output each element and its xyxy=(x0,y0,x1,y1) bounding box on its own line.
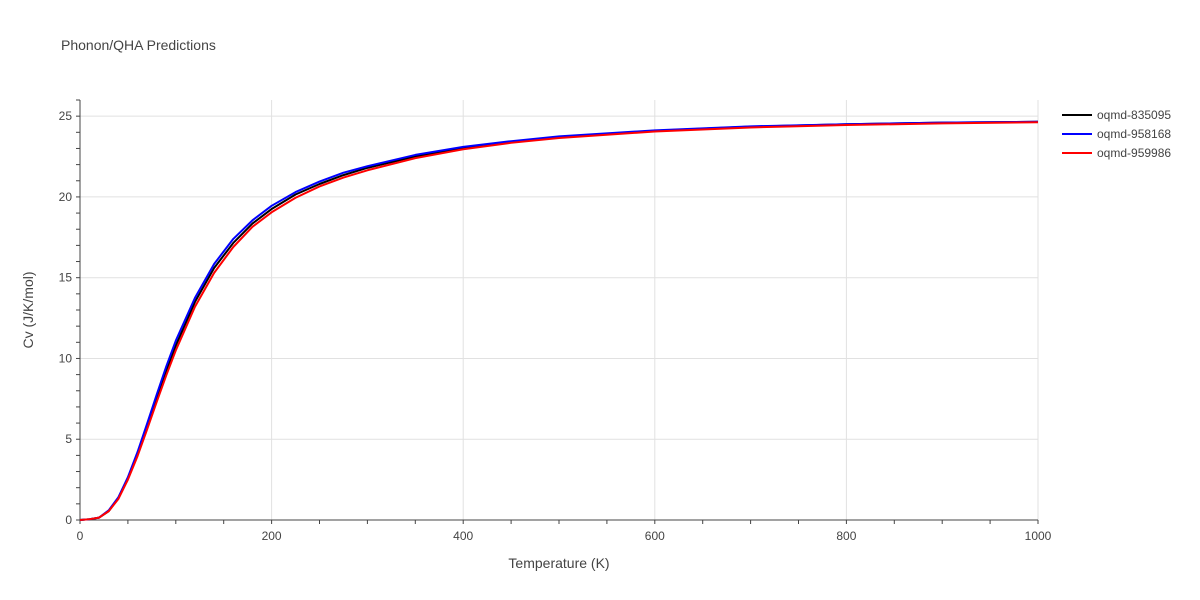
series-line-oqmd-958168 xyxy=(79,120,1039,521)
y-tick-label: 20 xyxy=(59,190,73,204)
legend-item-oqmd-835095[interactable]: oqmd-835095 xyxy=(1062,108,1171,122)
x-tick-label: 0 xyxy=(77,529,84,543)
legend-label: oqmd-959986 xyxy=(1097,146,1171,160)
y-axis-title: Cv (J/K/mol) xyxy=(20,272,36,349)
legend-item-oqmd-959986[interactable]: oqmd-959986 xyxy=(1062,146,1171,160)
series-line-oqmd-835095 xyxy=(79,120,1039,521)
x-tick-label: 1000 xyxy=(1025,529,1052,543)
grid xyxy=(80,100,1039,520)
legend-label: oqmd-835095 xyxy=(1097,108,1171,122)
x-tick-label: 800 xyxy=(836,529,856,543)
y-tick-label: 25 xyxy=(59,109,73,123)
axes: 0 200 400 600 800 1000 0 5 10 15 20 25 xyxy=(59,99,1052,543)
legend[interactable]: oqmd-835095 oqmd-958168 oqmd-959986 xyxy=(1062,108,1171,160)
y-tick-label: 0 xyxy=(65,513,72,527)
x-axis-title: Temperature (K) xyxy=(508,555,609,571)
y-tick-label: 15 xyxy=(59,271,73,285)
x-tick-label: 400 xyxy=(453,529,473,543)
chart-title: Phonon/QHA Predictions xyxy=(61,37,216,53)
y-tick-label: 10 xyxy=(59,351,73,365)
x-tick-label: 600 xyxy=(645,529,665,543)
x-tick-label: 200 xyxy=(262,529,282,543)
series-line-oqmd-959986 xyxy=(79,121,1039,521)
legend-item-oqmd-958168[interactable]: oqmd-958168 xyxy=(1062,127,1171,141)
legend-label: oqmd-958168 xyxy=(1097,127,1171,141)
series-group xyxy=(79,120,1039,521)
y-tick-label: 5 xyxy=(65,432,72,446)
